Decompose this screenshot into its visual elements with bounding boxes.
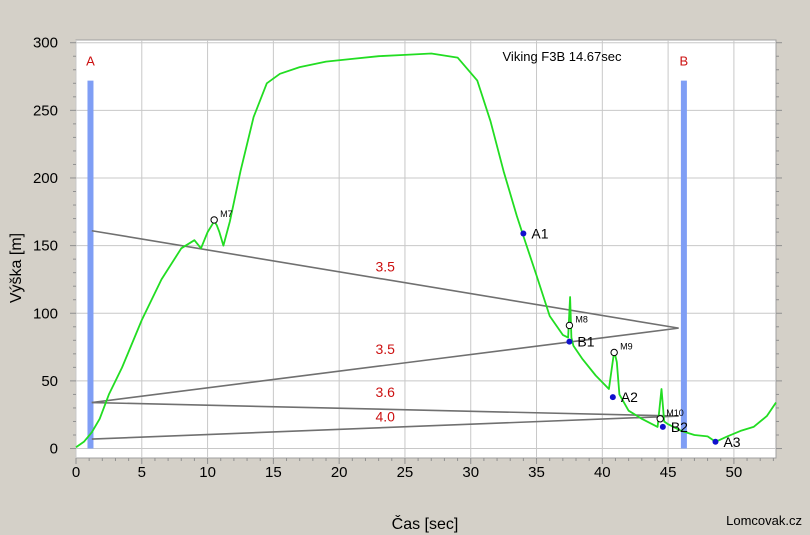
x-tick-label: 10	[199, 464, 216, 481]
base-label-a: A	[86, 54, 95, 69]
waypoint-dot	[566, 338, 573, 345]
plot-area	[75, 39, 777, 459]
site-credit: Lomcovak.cz	[726, 513, 802, 528]
flight-path-leg	[91, 401, 679, 417]
altitude-line	[75, 52, 777, 448]
leg-time-label: 4.0	[375, 408, 395, 424]
x-tick-labels: 0 5 10 15 20 25 30 35 40 45 50	[72, 464, 742, 481]
marker-label: M9	[620, 341, 633, 351]
flight-path-leg	[91, 415, 679, 440]
marker-points: M7 M8 M9 M10	[210, 209, 684, 423]
x-tick-label: 15	[265, 464, 282, 481]
leg-time-labels: 3.5 3.5 3.6 4.0	[375, 258, 395, 424]
x-tick-label: 30	[462, 464, 479, 481]
x-tick-label: 50	[726, 464, 743, 481]
leg-time-label: 3.6	[375, 384, 395, 400]
marker-label: M7	[220, 209, 233, 219]
waypoint-label: B1	[577, 334, 594, 350]
y-tick-label: 100	[33, 305, 58, 322]
flight-path-leg	[91, 229, 679, 329]
marker-point	[656, 415, 664, 423]
waypoint-dot	[659, 423, 666, 430]
x-tick-label: 40	[594, 464, 611, 481]
y-tick-label: 0	[50, 441, 58, 458]
marker-point	[210, 216, 218, 224]
y-axis-title: Výška [m]	[8, 233, 25, 303]
waypoint-label: A2	[621, 389, 638, 405]
marker-label: M10	[666, 408, 684, 418]
x-tick-label: 20	[331, 464, 348, 481]
grid	[75, 40, 776, 458]
waypoint-dot	[712, 438, 719, 445]
x-tick-label: 45	[660, 464, 677, 481]
waypoint-points: A1 B1 A2 B2 A3	[520, 225, 741, 450]
base-label-b: B	[680, 54, 689, 69]
marker-point	[565, 321, 574, 330]
y-tick-label: 300	[33, 35, 58, 52]
flight-path	[91, 229, 679, 440]
waypoint-label: B2	[671, 419, 688, 435]
x-tick-label: 5	[138, 464, 146, 481]
chart-title: Viking F3B 14.67sec	[503, 49, 622, 64]
waypoint-label: A3	[723, 434, 740, 450]
x-tick-label: 0	[72, 464, 80, 481]
altitude-series	[75, 52, 777, 448]
leg-time-label: 3.5	[375, 258, 395, 274]
waypoint-dot	[609, 394, 616, 401]
y-tick-labels: 0 50 100 150 200 250 300	[33, 35, 58, 458]
y-tick-label: 150	[33, 238, 58, 255]
flight-path-leg	[91, 327, 679, 404]
y-tick-label: 200	[33, 170, 58, 187]
marker-point	[610, 348, 618, 357]
y-tick-label: 50	[41, 373, 58, 390]
leg-time-label: 3.5	[375, 341, 395, 357]
x-tick-label: 35	[528, 464, 545, 481]
x-axis-title: Čas [sec]	[392, 514, 459, 533]
y-tick-label: 250	[33, 102, 58, 119]
x-tick-label: 25	[397, 464, 414, 481]
marker-label: M8	[575, 314, 588, 324]
minor-ticks	[70, 42, 782, 464]
waypoint-dot	[520, 230, 527, 237]
waypoint-label: A1	[531, 225, 548, 241]
